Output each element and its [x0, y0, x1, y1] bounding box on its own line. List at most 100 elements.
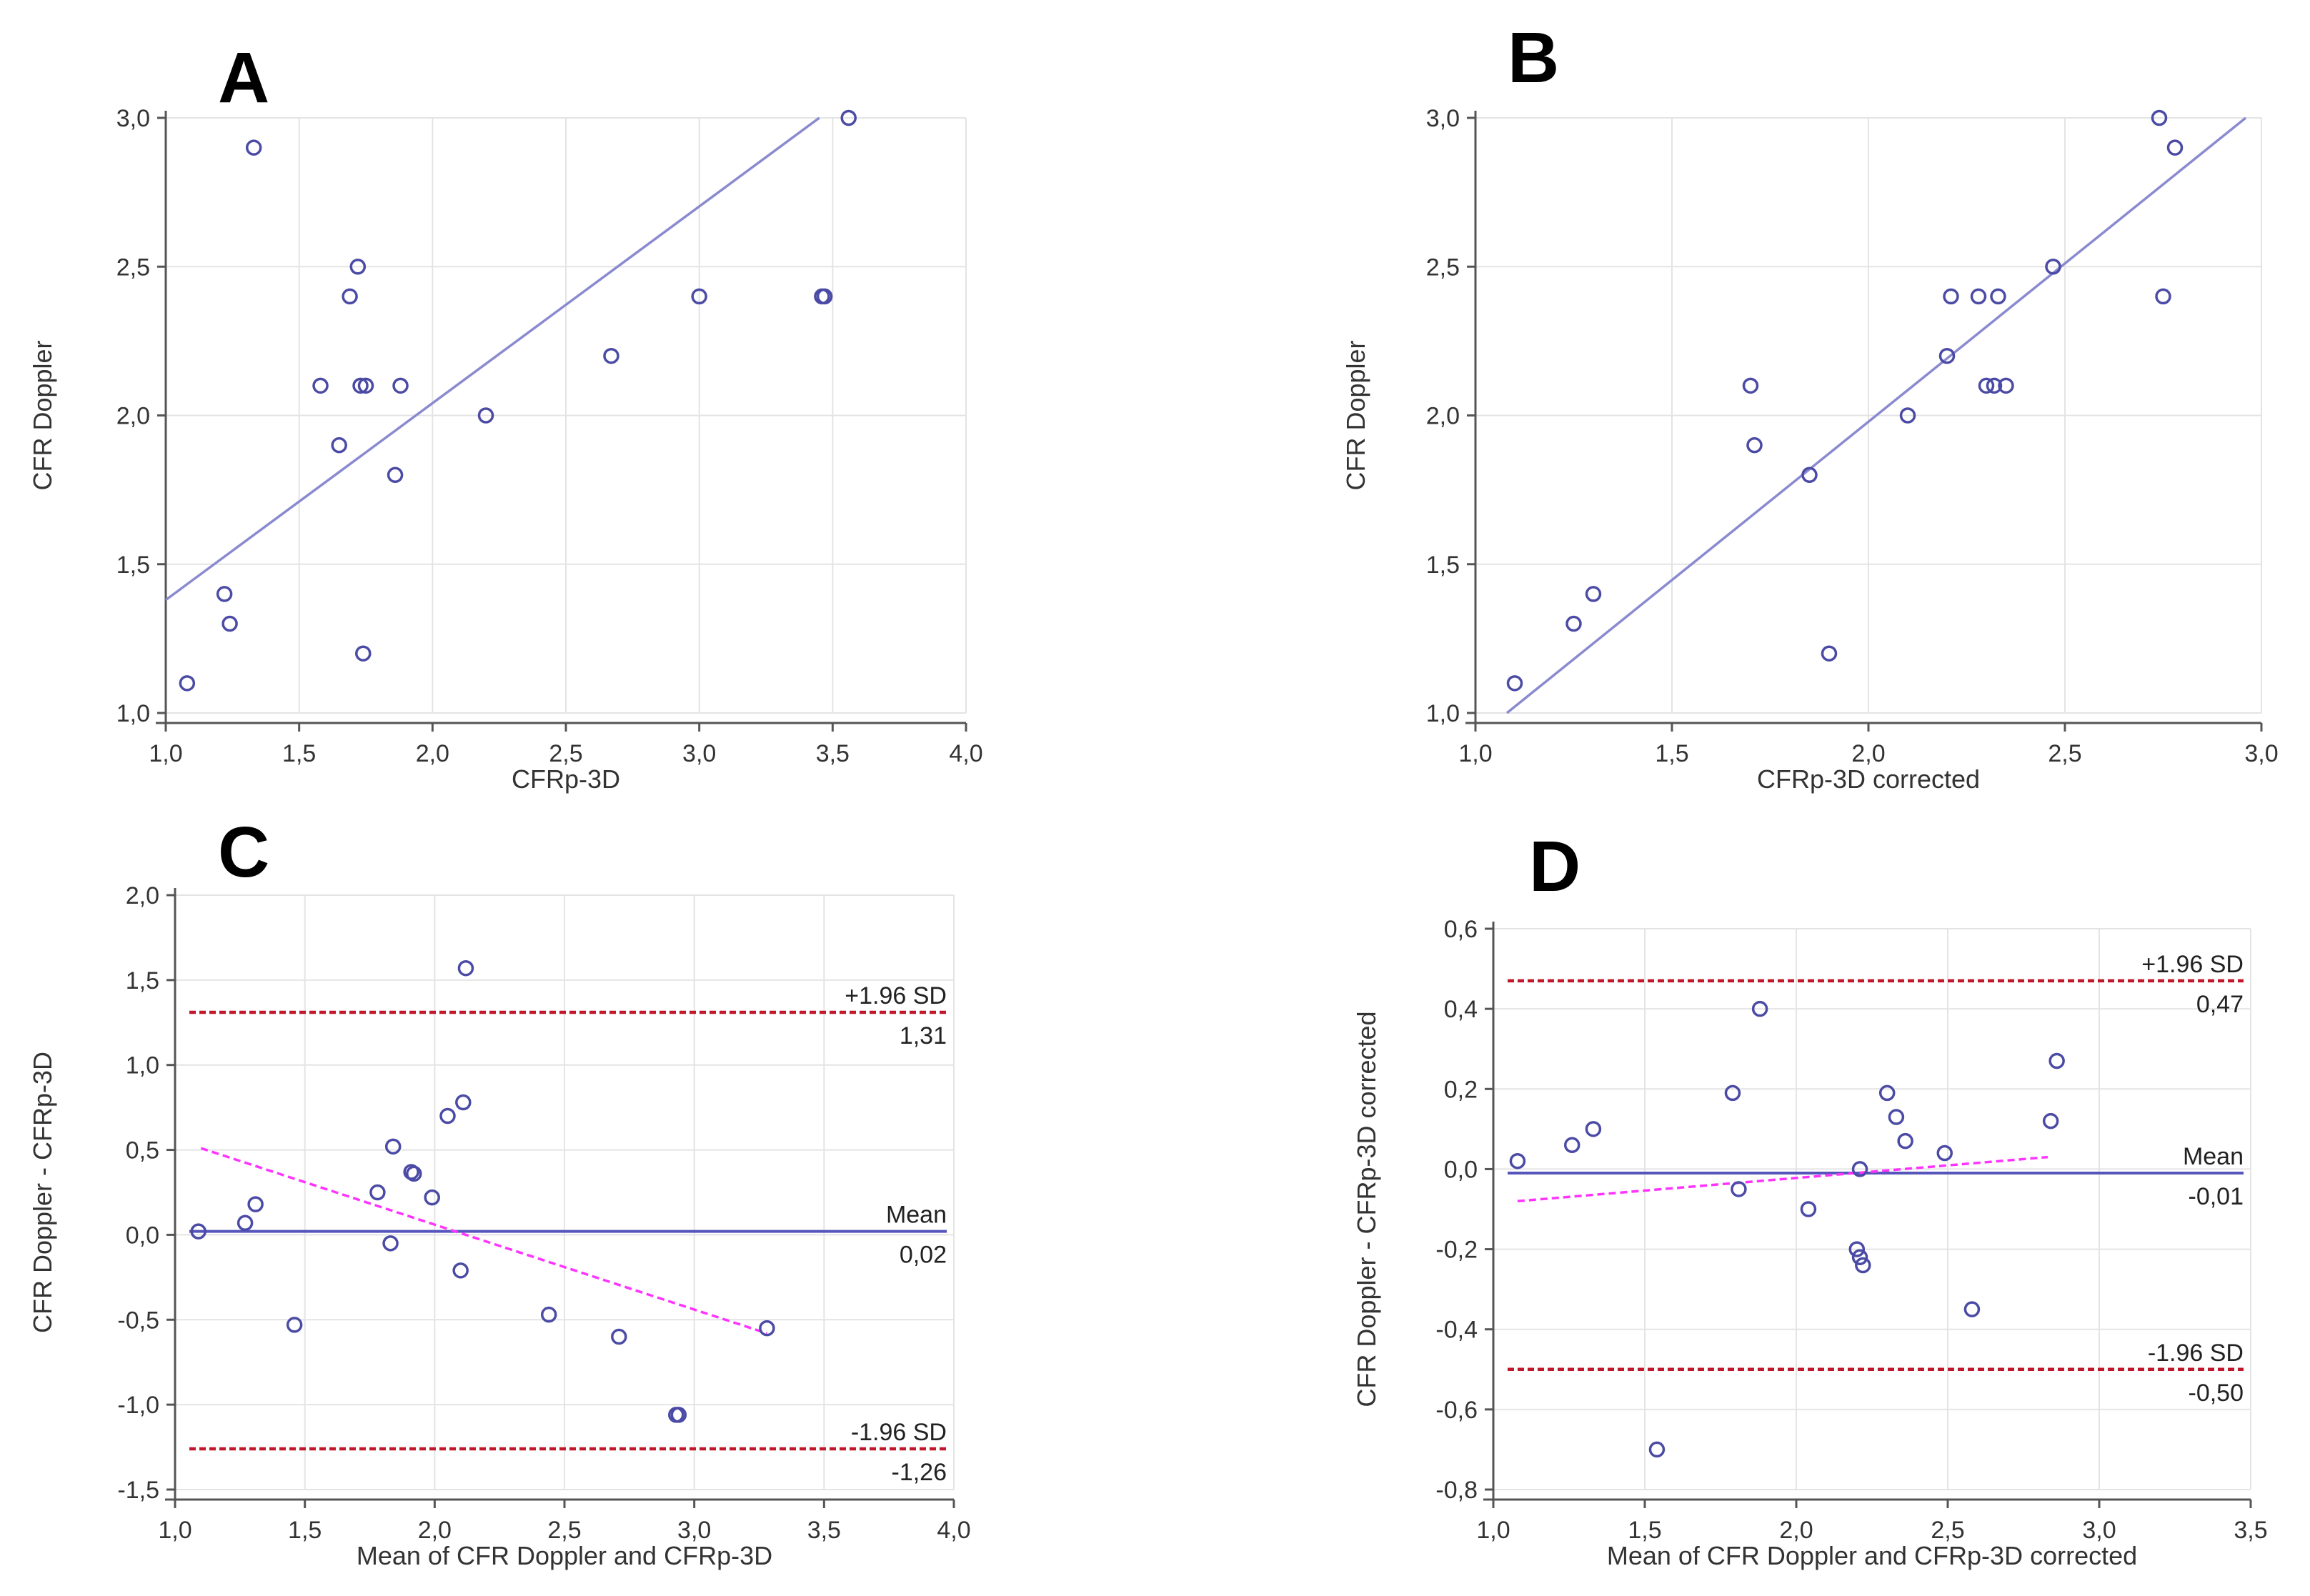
data-point	[384, 1138, 402, 1155]
upper-limit-value: 1,31	[900, 1022, 947, 1049]
lower-limit-value: -0,50	[2189, 1380, 2244, 1407]
data-point	[2166, 139, 2184, 156]
x-axis-label: Mean of CFR Doppler and CFRp-3D correcte…	[1607, 1541, 2137, 1570]
panel-a: A 1,0 1,5 2,0 2,5 3,0 3,5 4,0 1,0 1,5 2,0 2,5 3,0 CF…	[28, 38, 983, 794]
y-tick-label: -1,5	[117, 1477, 159, 1504]
x-tick-label: 3,5	[807, 1517, 841, 1544]
x-tick-label: 1,0	[1458, 740, 1492, 767]
y-tick-label: 1,5	[126, 967, 159, 994]
data-point	[1509, 1152, 1526, 1169]
y-tick-label: 0,6	[1444, 916, 1478, 943]
data-point	[1943, 288, 1959, 305]
data-point	[1970, 288, 1987, 305]
data-point	[1990, 288, 2006, 305]
data-point	[452, 1262, 469, 1279]
x-axis-label: CFRp-3D	[512, 764, 620, 794]
data-point	[342, 288, 358, 305]
data-point	[603, 347, 619, 364]
data-point	[1742, 377, 1759, 394]
data-point	[424, 1189, 440, 1206]
y-tick-label: -0,4	[1435, 1317, 1478, 1344]
x-tick-label: 2,0	[1779, 1517, 1813, 1544]
data-point	[816, 288, 833, 305]
y-tick-label: -0,6	[1435, 1397, 1478, 1424]
y-tick-label: -0,8	[1435, 1477, 1478, 1504]
data-point	[382, 1235, 399, 1252]
data-point	[352, 377, 369, 394]
y-tick-label: 2,5	[116, 254, 150, 281]
y-axis-label: CFR Doppler	[1341, 340, 1370, 490]
x-tick-label: 1,5	[288, 1517, 322, 1544]
x-tick-label: 1,0	[149, 740, 182, 767]
x-tick-label: 3,0	[677, 1517, 711, 1544]
y-tick-label: 2,0	[126, 882, 159, 909]
data-point	[1585, 586, 1602, 602]
x-tick-label: 2,5	[549, 740, 582, 767]
data-point	[1648, 1441, 1666, 1458]
y-tick-label: -0,2	[1435, 1237, 1478, 1264]
data-point	[312, 377, 329, 394]
data-point	[1855, 1257, 1871, 1274]
y-tick-label: -1,0	[117, 1392, 159, 1419]
y-axis-label: CFR Doppler	[28, 340, 57, 490]
x-tick-label: 3,5	[2234, 1517, 2267, 1544]
data-point	[1801, 467, 1818, 484]
trend-line	[1517, 1155, 2048, 1203]
y-tick-label: 3,0	[116, 105, 150, 132]
x-tick-label: 2,5	[2048, 740, 2081, 767]
data-point	[1936, 1144, 1953, 1162]
panel-label-a: A	[218, 38, 269, 118]
x-tick-label: 2,5	[547, 1517, 581, 1544]
data-point	[331, 437, 347, 454]
y-tick-label: 0,0	[1444, 1156, 1478, 1183]
y-tick-label: 0,0	[126, 1222, 159, 1249]
panel-b: B 1,0 1,5 2,0 2,5 3,0 1,0 1,5 2,0 2,5 3,0 CFRp-3D …	[1341, 18, 2279, 794]
data-point	[1851, 1249, 1868, 1266]
data-point	[190, 1223, 206, 1240]
y-tick-label: 1,0	[1426, 700, 1460, 727]
x-tick-label: 1,5	[1655, 740, 1688, 767]
lower-limit-value: -1,26	[892, 1459, 947, 1486]
upper-limit-label: +1.96 SD	[2141, 951, 2244, 978]
data-point	[349, 259, 367, 275]
data-point	[2151, 109, 2168, 126]
data-point	[691, 288, 707, 305]
x-axis-label: CFRp-3D corrected	[1757, 764, 1980, 794]
trend-line	[200, 1147, 767, 1335]
data-point	[2042, 1112, 2059, 1129]
y-tick-label: 1,0	[126, 1052, 159, 1079]
x-tick-label: 2,0	[418, 1517, 452, 1544]
data-point	[1978, 377, 1995, 394]
data-point	[387, 467, 404, 484]
y-tick-label: 0,5	[126, 1137, 159, 1164]
y-tick-label: 0,4	[1444, 996, 1478, 1023]
data-point	[1897, 1132, 1913, 1149]
upper-limit-label: +1.96 SD	[845, 982, 947, 1009]
x-tick-label: 4,0	[949, 740, 982, 767]
data-point	[2045, 259, 2061, 275]
data-point	[245, 139, 262, 156]
x-tick-label: 1,0	[158, 1517, 191, 1544]
data-point	[247, 1196, 264, 1212]
regression-line	[1505, 116, 2247, 714]
data-point	[670, 1407, 687, 1423]
data-point	[357, 377, 374, 394]
lower-limit-label: -1.96 SD	[851, 1419, 947, 1446]
mean-value: -0,01	[2189, 1183, 2244, 1210]
y-tick-label: 0,2	[1444, 1076, 1478, 1103]
y-axis-label: CFR Doppler - CFRp-3D corrected	[1352, 1011, 1381, 1407]
data-point	[237, 1215, 254, 1232]
data-point	[1878, 1084, 1896, 1102]
data-point	[1986, 377, 2003, 394]
data-point	[1888, 1109, 1905, 1125]
y-tick-label: 1,0	[116, 700, 150, 727]
data-point	[1563, 1137, 1580, 1154]
data-point	[1899, 407, 1916, 424]
data-point	[455, 1094, 472, 1111]
data-point	[355, 645, 372, 662]
x-axis-label: Mean of CFR Doppler and CFRp-3D	[357, 1541, 772, 1570]
x-tick-label: 1,0	[1476, 1517, 1510, 1544]
data-point	[369, 1184, 386, 1201]
data-point	[439, 1107, 456, 1124]
data-point	[1731, 1181, 1747, 1197]
